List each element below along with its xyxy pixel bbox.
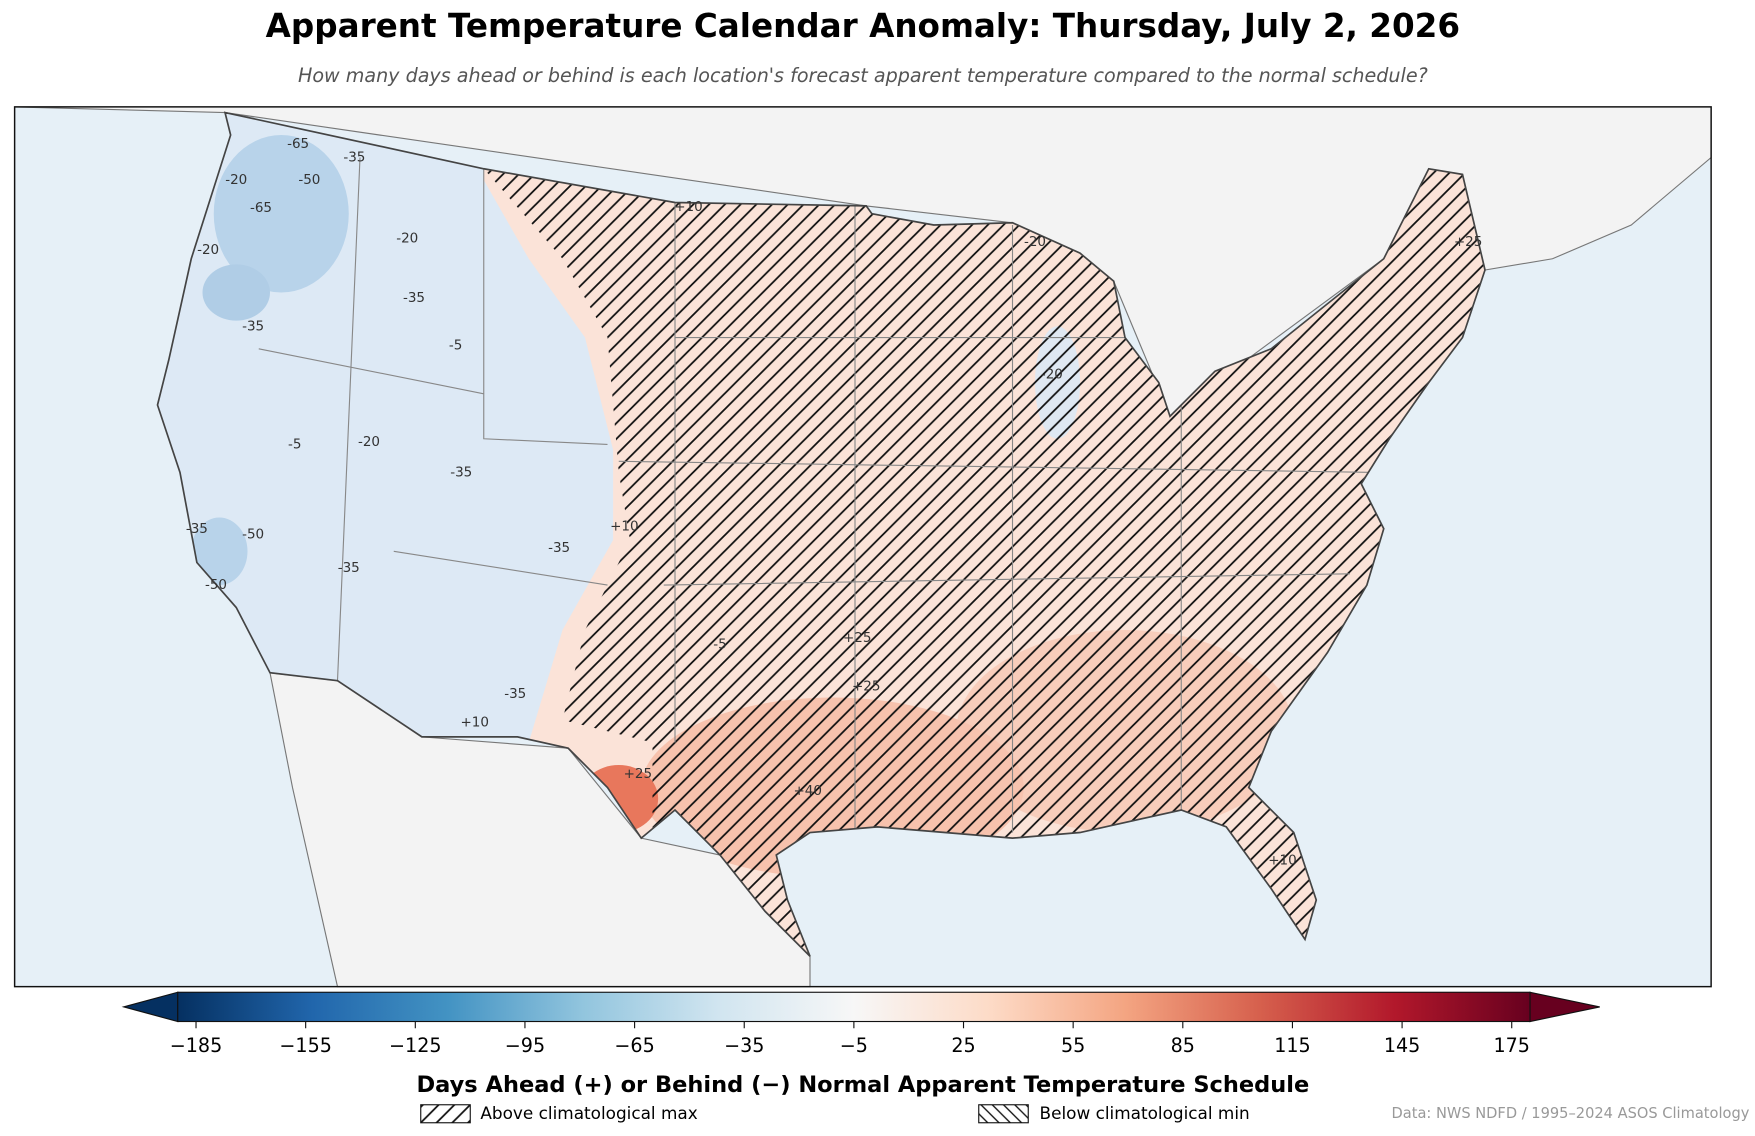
legend-swatch [420, 1104, 471, 1124]
contour-label: +10 [610, 519, 638, 535]
colorbar-tick-label: −95 [505, 1034, 545, 1057]
colorbar: −185 −155 −125 −95 −65 −35 −5 25 55 85 115 145 175 [121, 991, 1600, 1057]
contour-label: -20 [358, 434, 380, 450]
colorbar-tick-label: 25 [951, 1034, 975, 1057]
contour-label: +25 [843, 630, 871, 646]
contour-label: -20 [396, 231, 418, 247]
colorbar-tick-label: 145 [1384, 1034, 1420, 1057]
colorbar-label: Days Ahead (+) or Behind (−) Normal Appa… [416, 1072, 1309, 1098]
cool-field [157, 112, 614, 743]
legend-swatch [978, 1104, 1029, 1124]
legend-label: Below climatological min [1040, 1103, 1250, 1123]
colorbar-tick-label: −125 [389, 1034, 442, 1057]
colorbar-extend-high [1529, 991, 1600, 1023]
contour-label: -50 [298, 172, 320, 188]
contour-label: +10 [461, 714, 490, 730]
colorbar-gradient [177, 991, 1531, 1023]
contour-label: -50 [205, 577, 227, 593]
contour-label: -35 [504, 686, 526, 702]
colorbar-tick-label: 85 [1171, 1034, 1195, 1057]
colorbar-tick-label: −155 [279, 1034, 332, 1057]
contour-label: -35 [450, 465, 472, 481]
colorbar-tick-label: 55 [1061, 1034, 1085, 1057]
contour-label: -35 [186, 521, 208, 537]
colorbar-tick-label: −5 [840, 1034, 868, 1057]
contour-label: +25 [852, 678, 880, 694]
cool-core [191, 517, 248, 586]
colorbar-tick-label: −35 [724, 1034, 764, 1057]
contour-label: +25 [1454, 234, 1483, 250]
contour-label: -65 [250, 200, 272, 216]
colorbar-extend-low [121, 991, 179, 1023]
colorbar-tick-label: 175 [1493, 1034, 1529, 1057]
cool-core [202, 264, 270, 321]
contour-label: -20 [1041, 367, 1063, 383]
subtitle: How many days ahead or behind is each lo… [298, 64, 1428, 87]
colorbar-tick-label: 115 [1274, 1034, 1310, 1057]
contour-label: -65 [287, 136, 309, 152]
title: Apparent Temperature Calendar Anomaly: T… [266, 7, 1460, 45]
contour-label: -35 [403, 290, 425, 306]
source: Data: NWS NDFD / 1995–2024 ASOS Climatol… [1392, 1105, 1750, 1122]
contour-label: -20 [225, 172, 247, 188]
colorbar-tick-label: −65 [614, 1034, 654, 1057]
contour-label: -35 [242, 318, 264, 334]
contour-label: -50 [242, 526, 264, 542]
contour-label: -5 [449, 337, 462, 353]
contour-label: +25 [624, 766, 652, 782]
colorbar-tick-label: −185 [170, 1034, 223, 1057]
contour-label: -35 [343, 150, 365, 166]
contour-label: -5 [288, 436, 301, 452]
contour-label: -20 [197, 242, 219, 258]
map: -65-50-35-20-65-20-35-20-5-35-20-50-35-5… [13, 106, 1712, 988]
contour-label: -5 [713, 637, 726, 653]
contour-label: -35 [548, 540, 570, 556]
contour-label: -35 [338, 560, 360, 576]
contour-label: +40 [794, 783, 822, 799]
map-frame [13, 106, 1712, 988]
cool-core [213, 135, 349, 293]
contour-label: +10 [1268, 853, 1297, 869]
legend-label: Above climatological max [480, 1103, 697, 1123]
contour-label: +10 [674, 199, 702, 215]
contour-label: -20 [1024, 234, 1046, 250]
state-lines [258, 157, 1384, 833]
